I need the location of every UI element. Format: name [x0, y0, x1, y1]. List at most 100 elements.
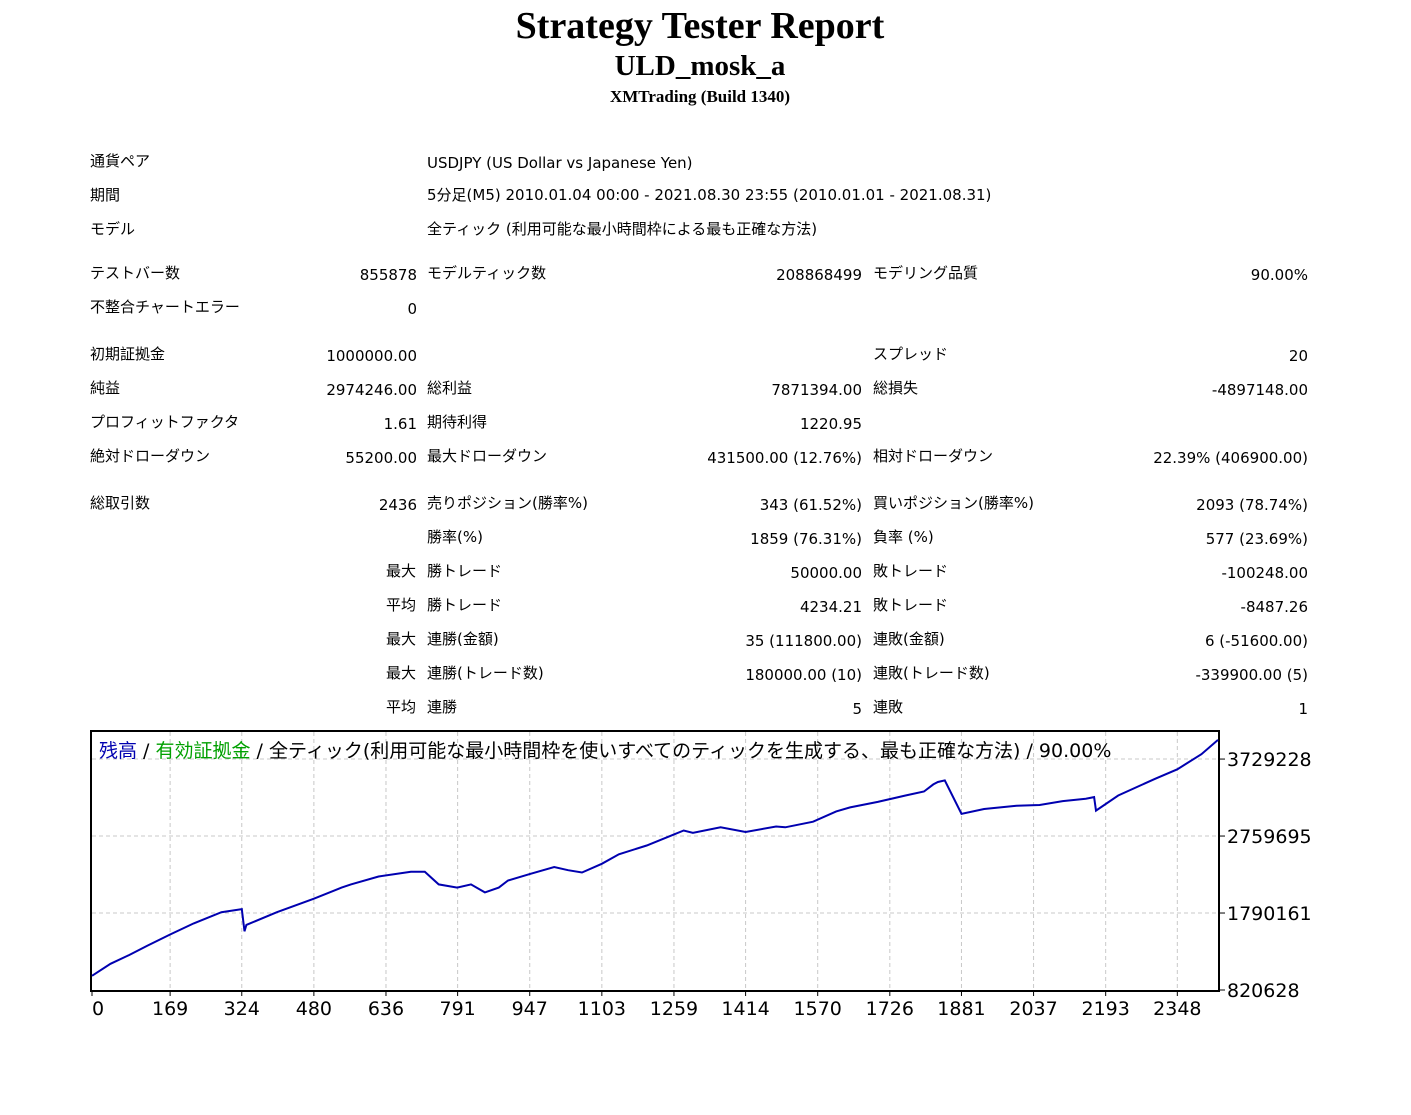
win-rate-label: 勝率(%) [427, 528, 483, 546]
deposit-value: 1000000.00 [326, 347, 417, 365]
gross-profit-value: 7871394.00 [771, 381, 862, 399]
legend-sep: / [137, 740, 155, 762]
max-cons-loss-count-value: -339900.00 (5) [1195, 666, 1308, 684]
y-tick-label: 820628 [1227, 980, 1300, 1002]
net-profit-label: 純益 [90, 379, 121, 397]
avg-win-value: 4234.21 [799, 598, 862, 616]
chart-legend: 残高 / 有効証拠金 / 全ティック(利用可能な最小時間枠を使いすべてのティック… [99, 740, 1111, 762]
rel-drawdown-label: 相対ドローダウン [873, 447, 994, 465]
avg-cons-win-label: 連勝 [427, 698, 458, 716]
bars-label: テストバー数 [90, 264, 181, 282]
y-tick-label: 2759695 [1227, 826, 1312, 848]
avg-win-label: 勝トレード [427, 596, 503, 614]
max-cons-win-count-label: 連勝(トレード数) [427, 664, 544, 682]
x-tick-label: 1726 [866, 998, 914, 1020]
x-tick-label: 1570 [794, 998, 842, 1020]
x-tick-label: 636 [368, 998, 404, 1020]
largest-win-value: 50000.00 [790, 564, 862, 582]
plot-area [90, 730, 1220, 992]
x-tick-label: 324 [224, 998, 260, 1020]
net-profit-value: 2974246.00 [326, 381, 417, 399]
avg-cons-win-value: 5 [852, 700, 862, 718]
pair-value: USDJPY (US Dollar vs Japanese Yen) [427, 154, 693, 172]
balance-chart-svg: 残高 / 有効証拠金 / 全ティック(利用可能な最小時間枠を使いすべてのティック… [90, 730, 1312, 1020]
avg-loss-value: -8487.26 [1240, 598, 1308, 616]
ticks-value: 208868499 [776, 266, 862, 284]
x-tick-label: 1881 [937, 998, 985, 1020]
spread-value: 20 [1288, 347, 1308, 365]
spread-label: スプレッド [873, 345, 949, 363]
errors-label: 不整合チャートエラー [90, 298, 240, 316]
x-tick-label: 2037 [1009, 998, 1057, 1020]
legend-description: / 全ティック(利用可能な最小時間枠を使いすべてのティックを生成する、最も正確な… [251, 740, 1112, 762]
short-positions-value: 343 (61.52%) [759, 496, 862, 514]
avg-cons-loss-label: 連敗 [873, 698, 904, 716]
profit-factor-label: プロフィットファクタ [90, 413, 240, 431]
report-subtitle: ULD_mosk_a [614, 50, 786, 82]
broker-build: XMTrading (Build 1340) [609, 87, 791, 106]
total-trades-label: 総取引数 [90, 494, 151, 512]
abs-drawdown-value: 55200.00 [345, 449, 417, 467]
profit-factor-value: 1.61 [383, 415, 417, 433]
x-tick-label: 480 [296, 998, 332, 1020]
x-tick-label: 0 [92, 998, 104, 1020]
max-cons-loss-amount-value: 6 (-51600.00) [1204, 632, 1308, 650]
x-tick-label: 1103 [578, 998, 626, 1020]
x-tick-label: 2193 [1081, 998, 1129, 1020]
quality-value: 90.00% [1250, 266, 1308, 284]
y-axis-ticks: 820628 1790161 2759695 3729228 [1219, 749, 1312, 1002]
pair-label: 通貨ペア [90, 152, 151, 170]
deposit-label: 初期証拠金 [90, 345, 166, 363]
largest-loss-label: 敗トレード [873, 562, 949, 580]
avg-loss-label: 敗トレード [873, 596, 949, 614]
max-drawdown-label: 最大ドローダウン [427, 447, 548, 465]
x-tick-label: 791 [439, 998, 475, 1020]
largest-prefix: 最大 [385, 562, 416, 580]
max-cons-win-amount-label: 連勝(金額) [427, 630, 499, 648]
max-cons-win-amount-value: 35 (111800.00) [745, 632, 862, 650]
max-cons-prefix: 最大 [385, 630, 416, 648]
expected-payoff-value: 1220.95 [799, 415, 862, 433]
rel-drawdown-value: 22.39% (406900.00) [1153, 449, 1308, 467]
gross-loss-value: -4897148.00 [1211, 381, 1308, 399]
x-tick-label: 1259 [650, 998, 698, 1020]
model-label: モデル [90, 220, 136, 238]
win-rate-value: 1859 (76.31%) [750, 530, 862, 548]
max-cons-count-prefix: 最大 [385, 664, 416, 682]
average-prefix: 平均 [385, 596, 416, 614]
legend-balance: 残高 [99, 740, 137, 762]
gross-profit-label: 総利益 [427, 379, 473, 397]
max-cons-win-count-value: 180000.00 (10) [745, 666, 862, 684]
errors-value: 0 [407, 300, 417, 318]
y-tick-label: 1790161 [1227, 903, 1312, 925]
expected-payoff-label: 期待利得 [427, 413, 488, 431]
period-label: 期間 [90, 186, 121, 204]
total-trades-value: 2436 [378, 496, 417, 514]
balance-series-line [91, 739, 1219, 977]
ticks-label: モデルティック数 [427, 264, 547, 282]
loss-rate-label: 負率 (%) [873, 528, 934, 546]
x-tick-label: 947 [512, 998, 548, 1020]
max-cons-loss-count-label: 連敗(トレード数) [873, 664, 990, 682]
model-value: 全ティック (利用可能な最小時間枠による最も正確な方法) [427, 220, 818, 238]
avg-cons-loss-value: 1 [1298, 700, 1308, 718]
long-positions-value: 2093 (78.74%) [1196, 496, 1308, 514]
grid-lines [92, 732, 1218, 990]
long-positions-label: 買いポジション(勝率%) [873, 494, 1034, 512]
bars-value: 855878 [359, 266, 417, 284]
short-positions-label: 売りポジション(勝率%) [427, 494, 588, 512]
quality-label: モデリング品質 [873, 264, 979, 282]
x-tick-label: 1414 [721, 998, 769, 1020]
largest-win-label: 勝トレード [427, 562, 503, 580]
report-title: Strategy Tester Report [515, 5, 885, 47]
max-cons-loss-amount-label: 連敗(金額) [873, 630, 945, 648]
max-drawdown-value: 431500.00 (12.76%) [707, 449, 862, 467]
avg-cons-prefix: 平均 [385, 698, 416, 716]
x-tick-label: 2348 [1153, 998, 1201, 1020]
gross-loss-label: 総損失 [873, 379, 919, 397]
balance-chart: 残高 / 有効証拠金 / 全ティック(利用可能な最小時間枠を使いすべてのティック… [0, 720, 1411, 1040]
loss-rate-value: 577 (23.69%) [1205, 530, 1308, 548]
x-axis-ticks: 0 169 324 480 636 791 947 1103 1259 1414 1570 1726 1… [91, 991, 1202, 1020]
x-tick-label: 169 [152, 998, 188, 1020]
period-value: 5分足(M5) 2010.01.04 00:00 - 2021.08.30 23… [427, 186, 992, 204]
